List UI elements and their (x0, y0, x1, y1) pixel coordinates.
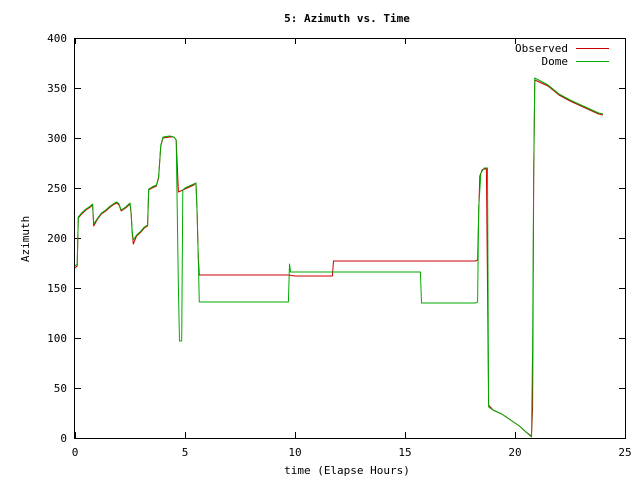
series-lines (74, 77, 604, 438)
plot-frame (74, 38, 626, 439)
y-tick-label: 100 (47, 332, 67, 345)
legend-label-dome: Dome (542, 55, 569, 68)
y-tick-label: 300 (47, 132, 67, 145)
x-tick-label: 10 (288, 446, 301, 459)
y-axis-label: Azimuth (19, 216, 32, 262)
y-tick-label: 50 (54, 382, 67, 395)
y-tick-label: 150 (47, 282, 67, 295)
y-tick-label: 200 (47, 232, 67, 245)
chart-title: 5: Azimuth vs. Time (284, 12, 410, 25)
x-tick-label: 25 (618, 446, 631, 459)
y-tick-label: 0 (60, 432, 67, 445)
series-line-dome (74, 77, 604, 438)
x-axis-label: time (Elapse Hours) (284, 464, 410, 477)
y-tick-label: 400 (47, 32, 67, 45)
x-tick-label: 5 (182, 446, 189, 459)
series-line-observed (74, 79, 604, 437)
x-tick-label: 15 (398, 446, 411, 459)
legend-label-observed: Observed (515, 42, 568, 55)
x-tick-label: 20 (508, 446, 521, 459)
y-tick-label: 250 (47, 182, 67, 195)
y-tick-label: 350 (47, 82, 67, 95)
x-tick-label: 0 (72, 446, 79, 459)
